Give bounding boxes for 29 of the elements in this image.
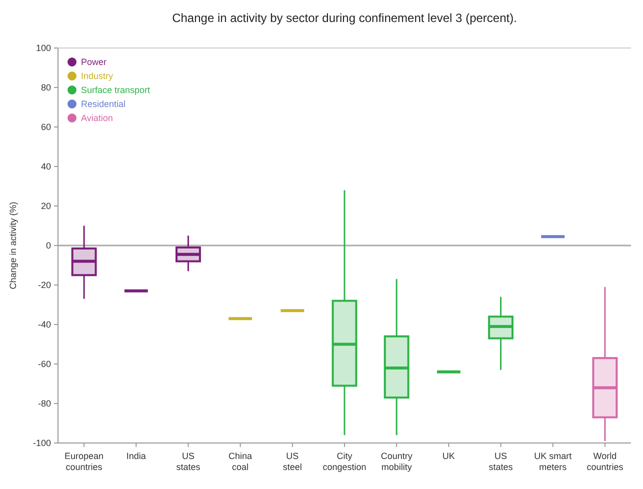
legend-label: Aviation [81, 113, 113, 124]
x-tick-label: US steel [282, 451, 302, 472]
y-tick-label: -20 [38, 280, 51, 290]
y-tick-label: -60 [38, 359, 51, 370]
x-tick-label: UK smart meters [534, 451, 572, 472]
legend-label: Power [81, 57, 107, 68]
y-tick-label: -80 [38, 398, 51, 409]
x-tick-label: India [126, 451, 146, 461]
y-axis-title: Change in activity (%) [8, 202, 18, 290]
y-tick-label: -40 [38, 320, 51, 330]
x-tick-label: Country mobility [380, 451, 413, 472]
x-tick-label: China coal [228, 451, 252, 472]
legend-label: Residential [81, 99, 126, 110]
y-tick-label: 20 [40, 201, 51, 212]
legend-label: Industry [81, 71, 114, 82]
y-tick-label: -100 [32, 438, 51, 448]
y-tick-label: 100 [36, 43, 51, 54]
x-tick-label: US states [488, 451, 514, 472]
legend-label: Surface transport [81, 85, 151, 96]
y-tick-label: 60 [40, 122, 51, 132]
x-tick-label: UK [442, 451, 455, 461]
x-tick-label: US states [176, 451, 201, 472]
y-tick-label: 80 [40, 82, 51, 93]
x-tick-label: City congestion [322, 451, 366, 472]
y-tick-label: 40 [40, 162, 51, 172]
chart-title: Change in activity by sector during confinement level 3 (percent). [172, 11, 517, 25]
x-tick-label: European countries [64, 451, 104, 472]
y-tick-label: 0 [46, 240, 51, 251]
x-tick-label: World countries [586, 451, 624, 472]
